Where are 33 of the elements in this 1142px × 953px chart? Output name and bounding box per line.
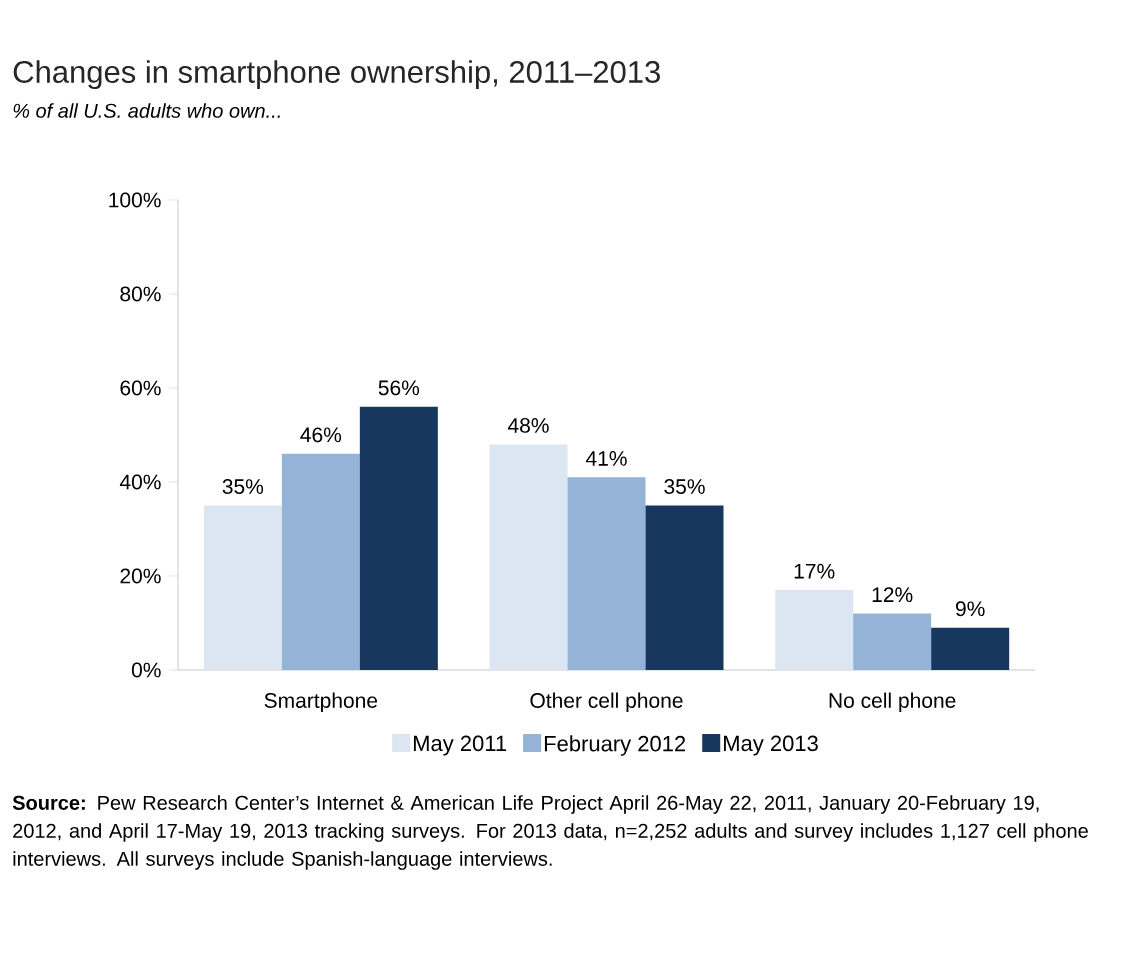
text: Source: Pew Research Center’s Internet & American Life Project April 26-May 22, 2011, January 20-February 19, 2012, and April 17-May 19, 2013 tracking surveys. For 2013 data, n=2,252 adults and survey includes 1,127 cell phone interviews. All surveys include Spanish-language interviews. [12, 795, 1088, 870]
data-label: 35% [664, 479, 705, 494]
bar [931, 627, 1010, 670]
data-label: 12% [872, 587, 913, 603]
data-label: 9% [955, 601, 985, 617]
bar [281, 453, 360, 670]
x-tick-label: Other cell phone [530, 692, 683, 713]
y-tick-label: 0% [131, 662, 161, 678]
data-label: 56% [378, 380, 420, 396]
chart-subtitle: % of all U.S. adults who own... [13, 103, 280, 118]
y-tick-label: 20% [120, 568, 161, 584]
bar [567, 477, 646, 670]
bar [853, 613, 932, 670]
y-tick-label: 40% [119, 474, 161, 490]
x-tick-label: No cell phone [829, 692, 956, 713]
chart-title: Changes in smartphone ownership, 2011–2013 [13, 60, 660, 90]
data-label: 17% [794, 563, 835, 579]
x-tick-label: Smartphone [264, 692, 378, 713]
legend-label: May 2013 [724, 735, 818, 756]
bar [775, 590, 854, 670]
legend-label: February 2012 [544, 735, 686, 756]
y-tick-label: 60% [120, 380, 161, 396]
bar [645, 505, 724, 670]
bar [489, 444, 568, 670]
y-tick-label: 100% [109, 192, 161, 208]
data-label: 35% [222, 479, 264, 494]
bar [203, 505, 282, 670]
y-tick-label: 80% [120, 286, 161, 302]
data-label: 41% [585, 451, 627, 466]
legend-label: May 2011 [413, 735, 507, 756]
data-label: 46% [300, 427, 342, 443]
data-label: 48% [507, 417, 549, 433]
bar [359, 406, 438, 670]
